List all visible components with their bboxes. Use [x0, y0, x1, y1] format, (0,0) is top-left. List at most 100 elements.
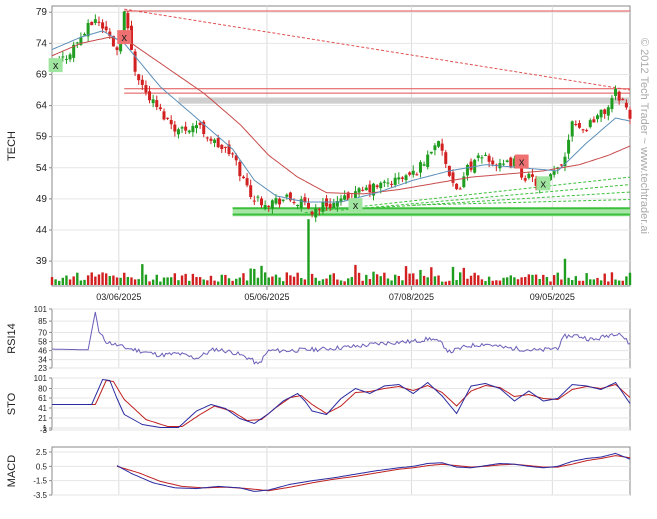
- candle-body: [462, 176, 466, 188]
- volume-bar: [170, 277, 173, 285]
- candle-body: [458, 188, 462, 190]
- candle-body: [509, 157, 513, 168]
- candle-body: [303, 197, 307, 203]
- volume-bar: [372, 271, 375, 285]
- candle-body: [267, 205, 271, 207]
- volume-bar: [72, 276, 75, 285]
- candle-body: [296, 204, 300, 207]
- volume-bar: [216, 281, 220, 285]
- buy-marker: [536, 176, 551, 191]
- volume-bar: [422, 275, 426, 285]
- candle-body: [574, 124, 578, 126]
- candle-body: [158, 107, 162, 110]
- rsi-line: [52, 311, 631, 365]
- rsi-tick-label: 70: [38, 328, 47, 337]
- volume-bar: [231, 280, 234, 285]
- volume-bar: [343, 281, 346, 285]
- macd-signal-line: [116, 455, 631, 492]
- candle-body: [415, 174, 419, 176]
- volume-bar: [451, 266, 455, 285]
- volume-bar: [339, 280, 343, 285]
- volume-bar: [94, 276, 97, 285]
- candle-body: [223, 146, 227, 148]
- candle-body: [288, 192, 292, 201]
- macd-line: [116, 452, 631, 492]
- candle-body: [108, 31, 112, 36]
- volume-bar: [195, 277, 198, 285]
- volume-bar: [253, 268, 256, 285]
- volume-bar: [495, 280, 498, 285]
- candle-body: [444, 152, 448, 164]
- volume-bar: [520, 277, 523, 285]
- volume-bar: [365, 274, 368, 285]
- buy-marker-label: x: [353, 200, 359, 212]
- volume-bar: [350, 277, 354, 285]
- candle-body: [372, 183, 376, 196]
- candle-body: [195, 125, 198, 129]
- volume-bar: [610, 272, 614, 285]
- volume-bar: [545, 276, 549, 285]
- candle-body: [79, 37, 83, 45]
- volume-bar: [148, 281, 151, 285]
- candle-body: [379, 182, 383, 189]
- volume-bar: [303, 279, 307, 285]
- volume-bar: [184, 273, 187, 285]
- candle-body: [397, 177, 401, 180]
- date-tick-label: 03/06/2025: [96, 292, 141, 302]
- candle-body: [610, 98, 614, 110]
- volume-bar: [477, 275, 480, 285]
- volume-bar: [209, 275, 213, 285]
- volume-bar: [267, 277, 270, 285]
- volume-bar: [242, 273, 245, 285]
- candle-body: [585, 130, 589, 132]
- rsi-frame: [51, 308, 631, 369]
- volume-bar: [383, 272, 386, 285]
- volume-bar: [556, 272, 559, 285]
- candle-body: [581, 129, 585, 131]
- candle-body: [281, 199, 285, 201]
- volume-bar: [314, 277, 317, 285]
- volume-bar: [571, 280, 574, 285]
- candle-body: [148, 91, 152, 101]
- price-tick-label: 39: [36, 256, 48, 267]
- candle-body: [263, 205, 267, 209]
- candle-body: [162, 111, 166, 120]
- candle-body: [624, 102, 628, 108]
- volume-bar: [274, 274, 278, 285]
- volume-bar: [119, 277, 122, 285]
- price-tick-label: 79: [36, 7, 48, 18]
- rsi-tick-label: 46: [38, 347, 47, 356]
- volume-bar: [534, 274, 538, 285]
- volume-bar: [68, 279, 72, 285]
- volume-bar: [220, 274, 223, 285]
- volume-bar: [462, 267, 466, 285]
- candle-body: [603, 109, 607, 114]
- volume-bar: [516, 279, 520, 285]
- volume-bar: [159, 281, 162, 285]
- volume-bar: [599, 280, 603, 285]
- volume-bar: [466, 278, 469, 285]
- sto-tick-label: 101: [34, 374, 48, 383]
- candle-body: [534, 178, 538, 186]
- volume-bar: [151, 279, 155, 285]
- volume-bar: [484, 281, 487, 285]
- sell-marker: [117, 30, 132, 45]
- candle-body: [595, 115, 599, 120]
- candle-body: [68, 54, 72, 60]
- candle-body: [111, 35, 115, 47]
- volume-bar: [357, 272, 361, 285]
- volume-bar: [567, 277, 570, 285]
- price-tick-label: 44: [36, 225, 48, 236]
- candle-body: [606, 107, 610, 116]
- volume-bar: [61, 277, 65, 285]
- volume-bar: [412, 273, 415, 285]
- candle-body: [433, 145, 437, 151]
- volume-bar: [430, 267, 433, 285]
- candle-body: [274, 198, 278, 204]
- support-band: [232, 207, 630, 217]
- volume-bar: [177, 280, 180, 285]
- candle-body: [375, 185, 379, 188]
- candle-body: [227, 144, 231, 155]
- candle-body: [502, 163, 506, 165]
- candle-body: [404, 175, 408, 181]
